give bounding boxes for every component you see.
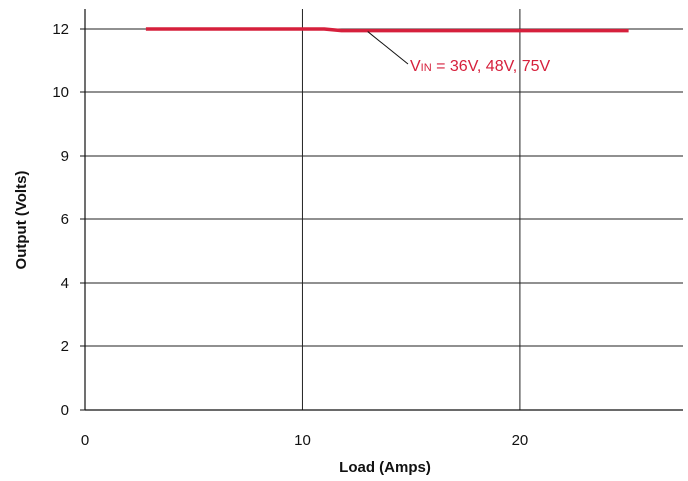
x-tick-label: 10 xyxy=(294,432,311,449)
x-tick-labels: 0 10 20 xyxy=(81,432,528,449)
y-tick-label: 9 xyxy=(61,148,69,165)
y-axis-title: Output (Volts) xyxy=(13,171,30,270)
y-tick-label: 12 xyxy=(52,21,69,38)
annotation: VIN = 36V, 48V, 75V xyxy=(367,31,550,75)
annotation-leader-line xyxy=(367,31,409,65)
annotation-subscript: IN xyxy=(421,62,432,74)
y-tick-label: 2 xyxy=(61,338,69,355)
series-line xyxy=(145,27,629,33)
y-tick-label: 0 xyxy=(61,402,69,419)
axes xyxy=(80,9,683,411)
annotation-prefix: V xyxy=(410,58,421,75)
x-tick-label: 0 xyxy=(81,432,89,449)
annotation-label: VIN = 36V, 48V, 75V xyxy=(410,58,550,75)
y-tick-label: 4 xyxy=(61,275,69,292)
y-tick-label: 10 xyxy=(52,84,69,101)
y-tick-labels: 0 2 4 6 9 10 12 xyxy=(52,21,69,419)
x-axis-title: Load (Amps) xyxy=(339,459,431,476)
grid xyxy=(85,9,683,410)
series-group xyxy=(145,27,629,33)
x-tick-label: 20 xyxy=(512,432,529,449)
y-tick-label: 6 xyxy=(61,211,69,228)
annotation-text: = 36V, 48V, 75V xyxy=(432,58,551,75)
